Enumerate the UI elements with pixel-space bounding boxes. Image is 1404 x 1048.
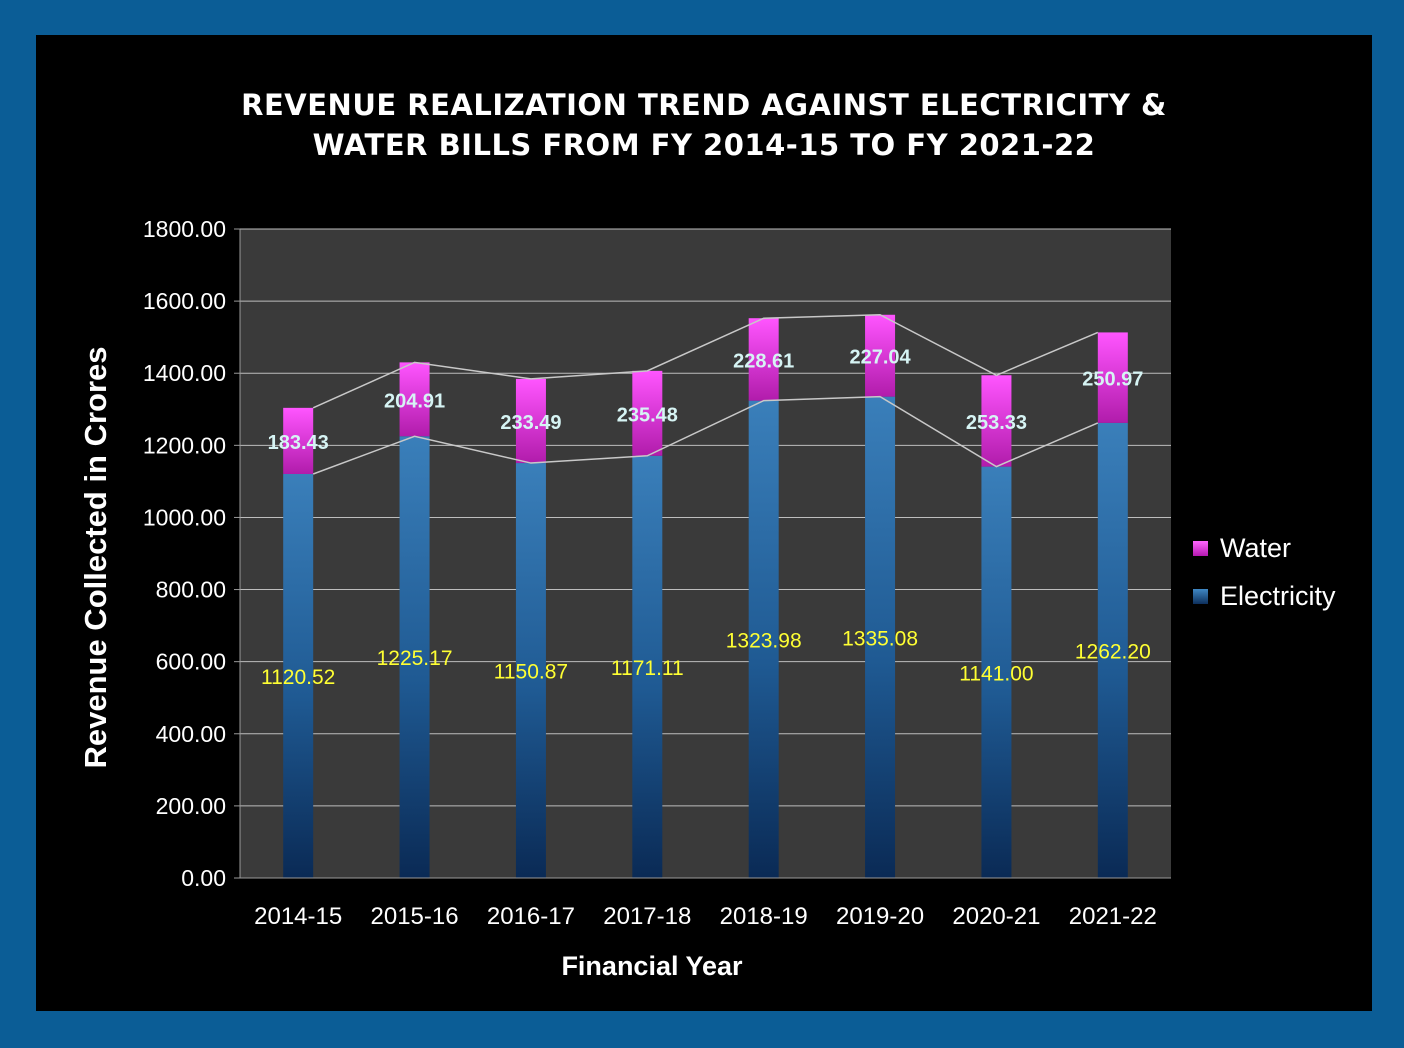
chart-title: REVENUE REALIZATION TREND AGAINST ELECTR… bbox=[36, 85, 1372, 165]
chart-title-line-1: REVENUE REALIZATION TREND AGAINST ELECTR… bbox=[241, 88, 1167, 122]
y-tick-label: 1600.00 bbox=[143, 288, 226, 314]
series-connector-lines bbox=[312, 314, 1099, 475]
legend-item-water: Water bbox=[1193, 533, 1291, 563]
bar-water bbox=[1097, 332, 1128, 423]
data-label-electricity: 1225.17 bbox=[377, 647, 453, 670]
legend-label-water: Water bbox=[1220, 532, 1292, 563]
y-tick-label: 1800.00 bbox=[143, 216, 226, 242]
bar-electricity bbox=[632, 455, 663, 878]
legend-label-electricity: Electricity bbox=[1220, 580, 1336, 611]
data-label-water: 228.61 bbox=[733, 350, 794, 372]
bar-water bbox=[515, 378, 546, 464]
x-tick-label: 2020-21 bbox=[952, 903, 1040, 930]
x-tick-label: 2019-20 bbox=[836, 903, 924, 930]
legend-item-electricity: Electricity bbox=[1193, 581, 1336, 611]
x-tick-label: 2015-16 bbox=[371, 903, 459, 930]
gridlines bbox=[240, 228, 1171, 879]
y-tick-label: 1200.00 bbox=[143, 432, 226, 458]
bars bbox=[283, 314, 1128, 878]
data-label-electricity: 1150.87 bbox=[494, 661, 568, 684]
data-label-water: 183.43 bbox=[268, 432, 329, 454]
bar-electricity bbox=[283, 473, 314, 878]
x-tick-label: 2018-19 bbox=[720, 903, 808, 930]
bar-electricity bbox=[399, 436, 430, 878]
bar-water bbox=[865, 314, 896, 397]
bar-water bbox=[283, 407, 314, 474]
bar-water bbox=[748, 318, 779, 401]
x-axis: 2014-15 2015-16 2016-17 2017-18 2018-19 2019-… bbox=[240, 877, 1171, 930]
series-line-electricity bbox=[312, 395, 1099, 475]
y-tick-label: 200.00 bbox=[156, 793, 226, 819]
bar-electricity bbox=[515, 463, 546, 878]
y-tick-label: 1400.00 bbox=[143, 360, 226, 386]
plot-area bbox=[240, 229, 1171, 878]
data-label-water: 235.48 bbox=[617, 404, 678, 426]
data-label-electricity: 1171.11 bbox=[611, 657, 684, 680]
y-tick-label: 800.00 bbox=[156, 577, 226, 603]
x-axis-title: Financial Year bbox=[561, 951, 743, 981]
data-label-electricity: 1262.20 bbox=[1075, 640, 1151, 663]
y-axis-title: Revenue Collected in Crores bbox=[78, 346, 113, 768]
data-label-water: 233.49 bbox=[500, 412, 561, 434]
bar-electricity bbox=[1097, 422, 1128, 878]
legend-swatch-electricity bbox=[1193, 588, 1208, 604]
bar-electricity bbox=[981, 466, 1012, 878]
x-tick-label: 2016-17 bbox=[487, 903, 575, 930]
data-label-electricity: 1141.00 bbox=[959, 662, 1033, 685]
data-label-electricity: 1335.08 bbox=[842, 627, 918, 650]
data-label-electricity: 1120.52 bbox=[261, 666, 335, 689]
legend-swatch-water bbox=[1193, 540, 1208, 556]
data-label-water: 204.91 bbox=[384, 390, 445, 412]
data-label-water: 253.33 bbox=[966, 412, 1027, 434]
series-line-water bbox=[312, 314, 1099, 409]
chart-title-line-2: WATER BILLS FROM FY 2014-15 TO FY 2021-2… bbox=[312, 128, 1096, 162]
data-labels: 1120.52 183.43 1225.17 204.91 1150.87 233.49 1… bbox=[261, 347, 1151, 689]
y-axis: 0.00 200.00 400.00 600.00 800.00 1000.00 1200.… bbox=[143, 216, 241, 891]
chart-frame: REVENUE REALIZATION TREND AGAINST ELECTR… bbox=[36, 35, 1372, 1011]
data-label-water: 227.04 bbox=[849, 347, 911, 369]
x-tick-label: 2017-18 bbox=[603, 903, 691, 930]
bar-water bbox=[632, 370, 663, 456]
bar-electricity bbox=[748, 400, 779, 878]
y-tick-label: 0.00 bbox=[181, 865, 226, 891]
stacked-bar-chart: 0.00 200.00 400.00 600.00 800.00 1000.00 1200.… bbox=[78, 216, 1171, 981]
x-tick-label: 2021-22 bbox=[1069, 903, 1157, 930]
y-tick-label: 600.00 bbox=[156, 649, 226, 675]
y-tick-label: 1000.00 bbox=[143, 504, 226, 530]
y-tick-label: 400.00 bbox=[156, 721, 226, 747]
data-label-water: 250.97 bbox=[1082, 369, 1143, 391]
bar-water bbox=[399, 362, 430, 437]
data-label-electricity: 1323.98 bbox=[726, 629, 802, 652]
bar-electricity bbox=[865, 396, 896, 878]
bar-water bbox=[981, 375, 1012, 467]
x-tick-label: 2014-15 bbox=[254, 903, 342, 930]
